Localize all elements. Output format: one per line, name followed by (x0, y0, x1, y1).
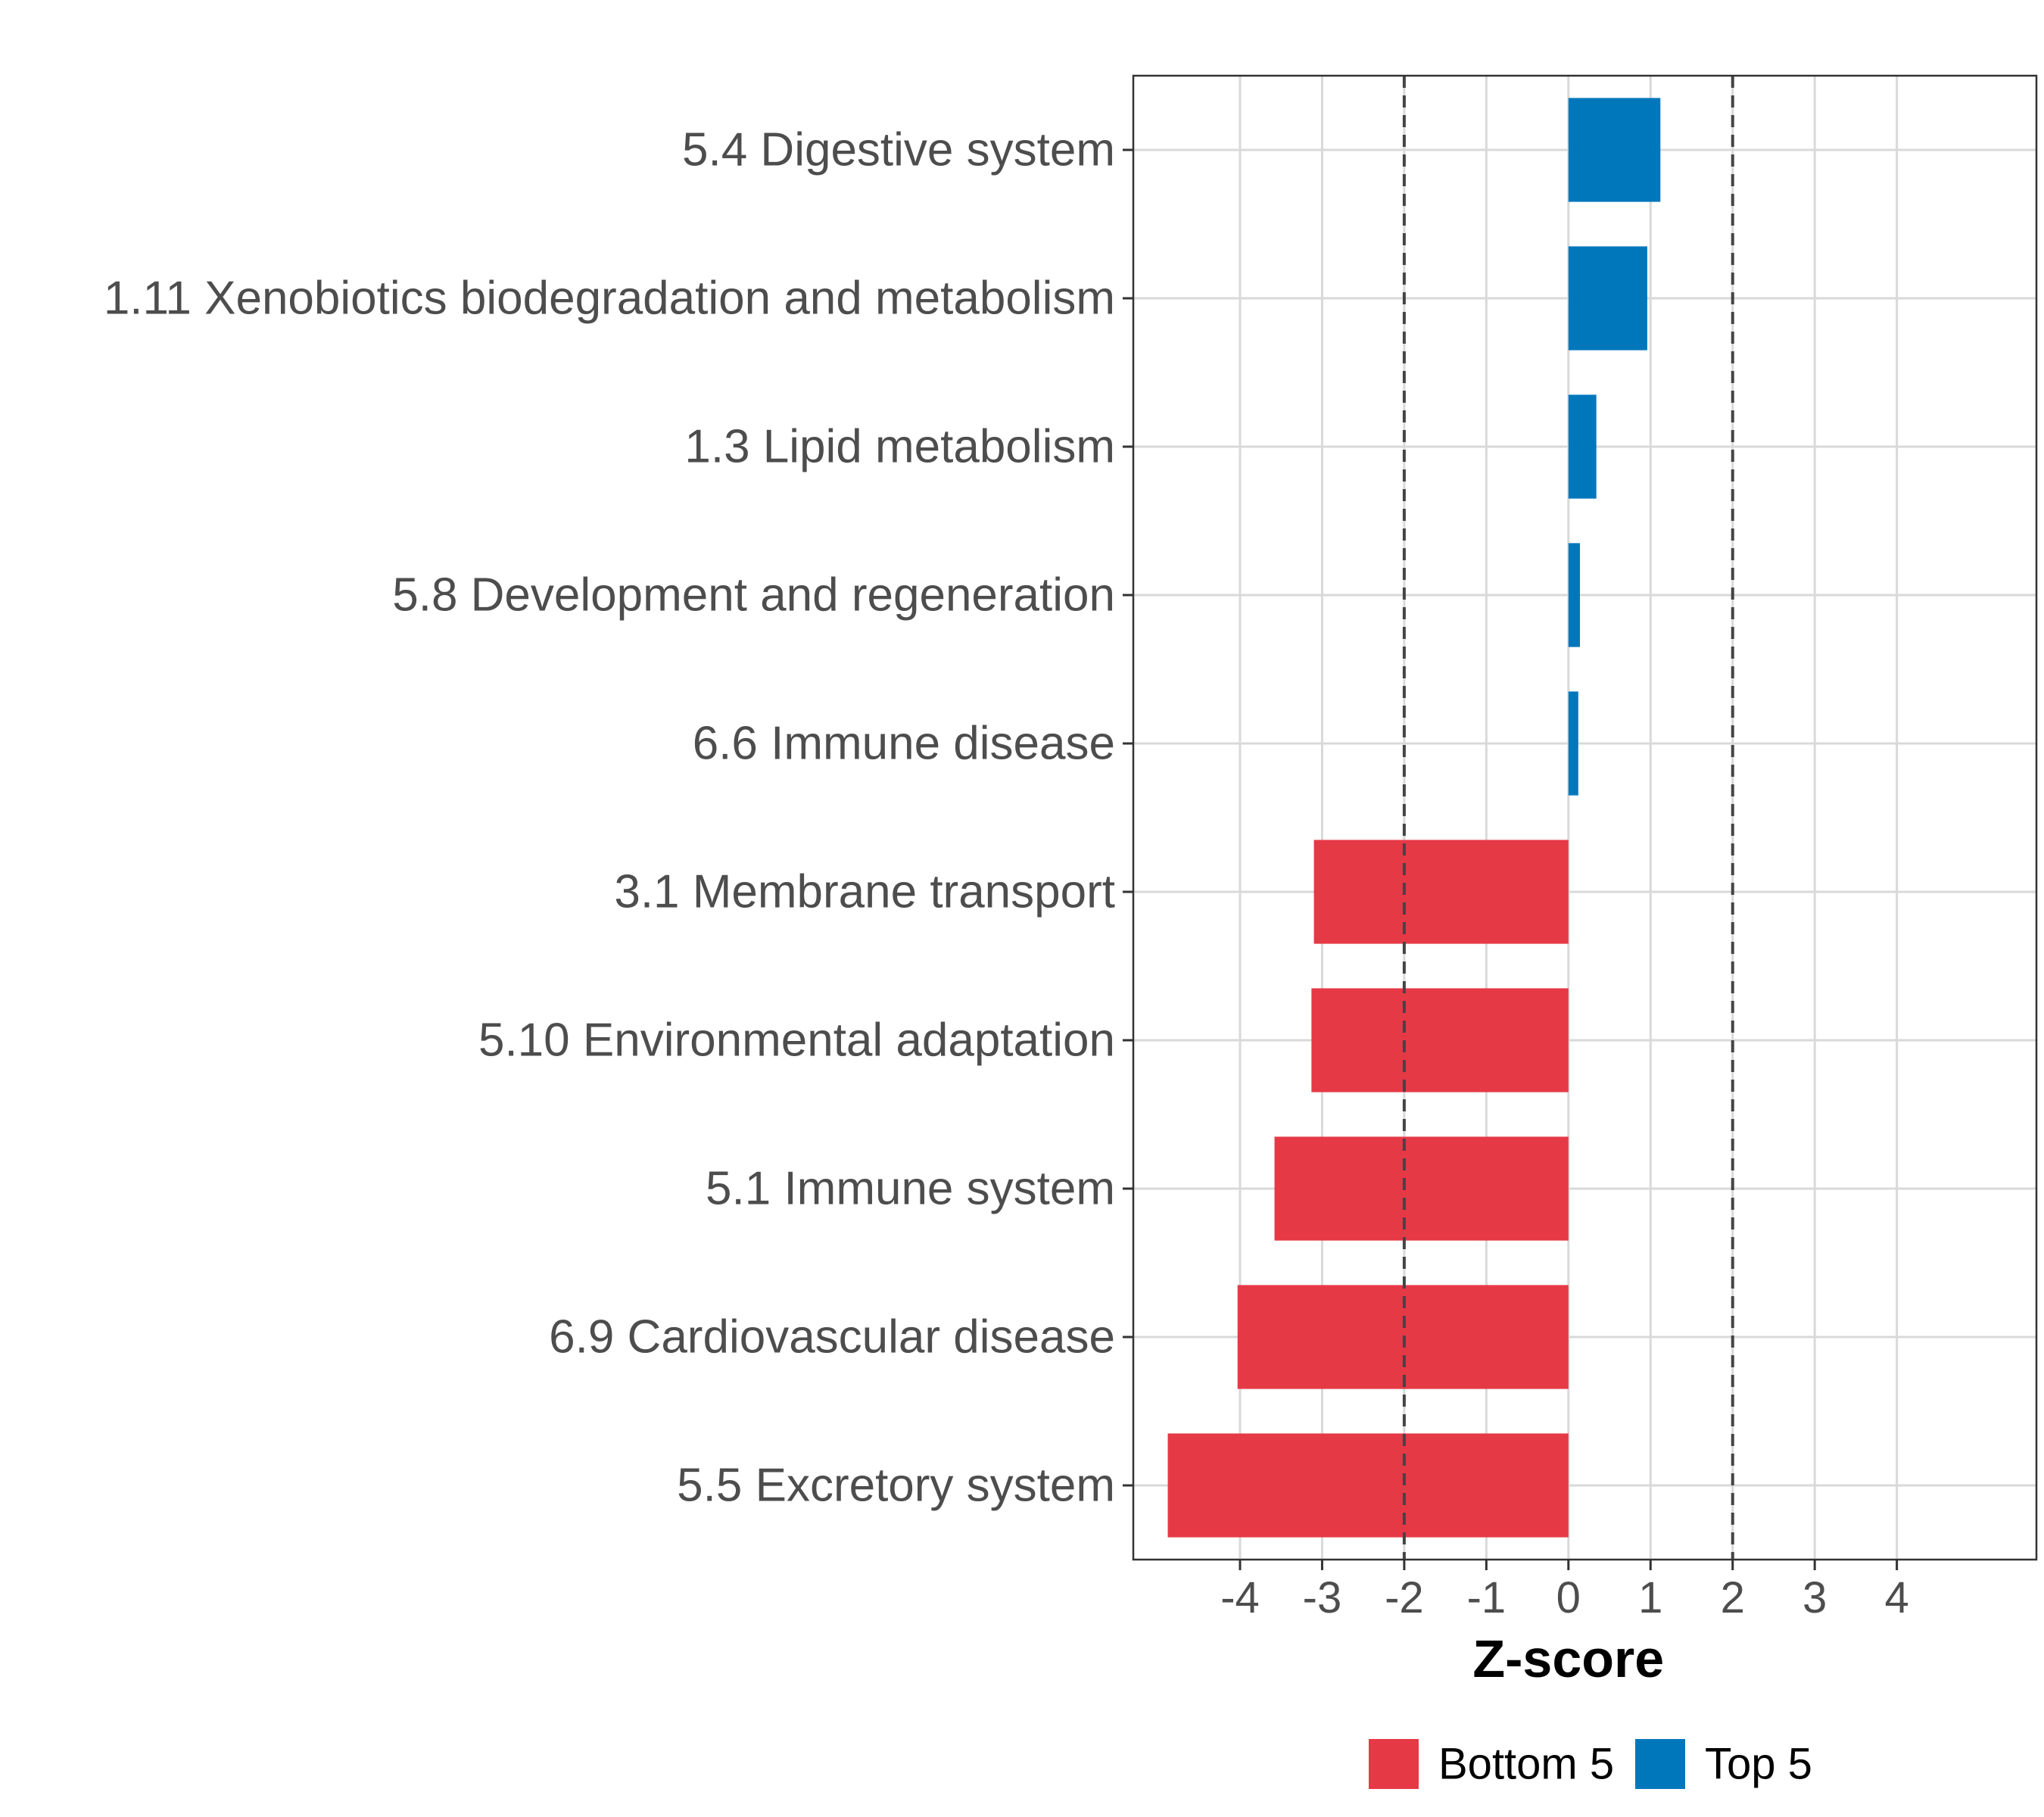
bar (1568, 543, 1580, 647)
category-label: 6.6 Immune disease (693, 718, 1115, 770)
reference-lines (1402, 76, 1734, 1560)
x-axis: -4 -3 -2 -1 0 1 2 3 4 (1220, 1560, 1909, 1622)
x-axis-title: Z-score (1472, 1629, 1664, 1688)
x-tick-label: -4 (1220, 1573, 1260, 1622)
panel-border (1132, 74, 2038, 1561)
category-label: 5.5 Excretory system (677, 1460, 1115, 1512)
bar (1311, 988, 1569, 1092)
bar (1568, 98, 1661, 202)
bar (1274, 1136, 1569, 1241)
legend-label: Top 5 (1705, 1740, 1812, 1789)
bar (1568, 394, 1597, 499)
bar (1568, 246, 1647, 351)
category-label: 6.9 Cardiovascular disease (549, 1311, 1115, 1364)
bar (1313, 840, 1569, 944)
bar (1568, 691, 1578, 796)
legend-swatch (1635, 1739, 1685, 1789)
legend: Bottom 5 Top 5 (1369, 1739, 1812, 1789)
legend-label: Bottom 5 (1438, 1740, 1614, 1789)
x-tick-label: 1 (1638, 1573, 1662, 1622)
bar (1167, 1433, 1569, 1538)
category-label: 3.1 Membrane transport (614, 866, 1115, 918)
grid-lines (1133, 76, 2036, 1560)
x-tick-label: -1 (1467, 1573, 1507, 1622)
legend-swatch (1369, 1739, 1419, 1789)
x-tick-label: 4 (1884, 1573, 1908, 1622)
x-tick-label: 0 (1556, 1573, 1581, 1622)
x-tick-label: 2 (1721, 1573, 1745, 1622)
x-tick-label: 3 (1803, 1573, 1827, 1622)
x-tick-label: -3 (1303, 1573, 1342, 1622)
category-label: 1.3 Lipid metabolism (684, 421, 1115, 473)
bars (1167, 98, 1661, 1538)
x-tick-label: -2 (1385, 1573, 1424, 1622)
category-label: 5.1 Immune system (706, 1163, 1115, 1215)
category-label: 1.11 Xenobiotics biodegradation and meta… (104, 273, 1115, 325)
category-label: 5.10 Environmental adaptation (478, 1014, 1115, 1067)
category-label: 5.4 Digestive system (682, 124, 1115, 176)
category-label: 5.8 Development and regeneration (392, 569, 1115, 622)
y-axis: 5.4 Digestive system 1.11 Xenobiotics bio… (104, 124, 1133, 1512)
